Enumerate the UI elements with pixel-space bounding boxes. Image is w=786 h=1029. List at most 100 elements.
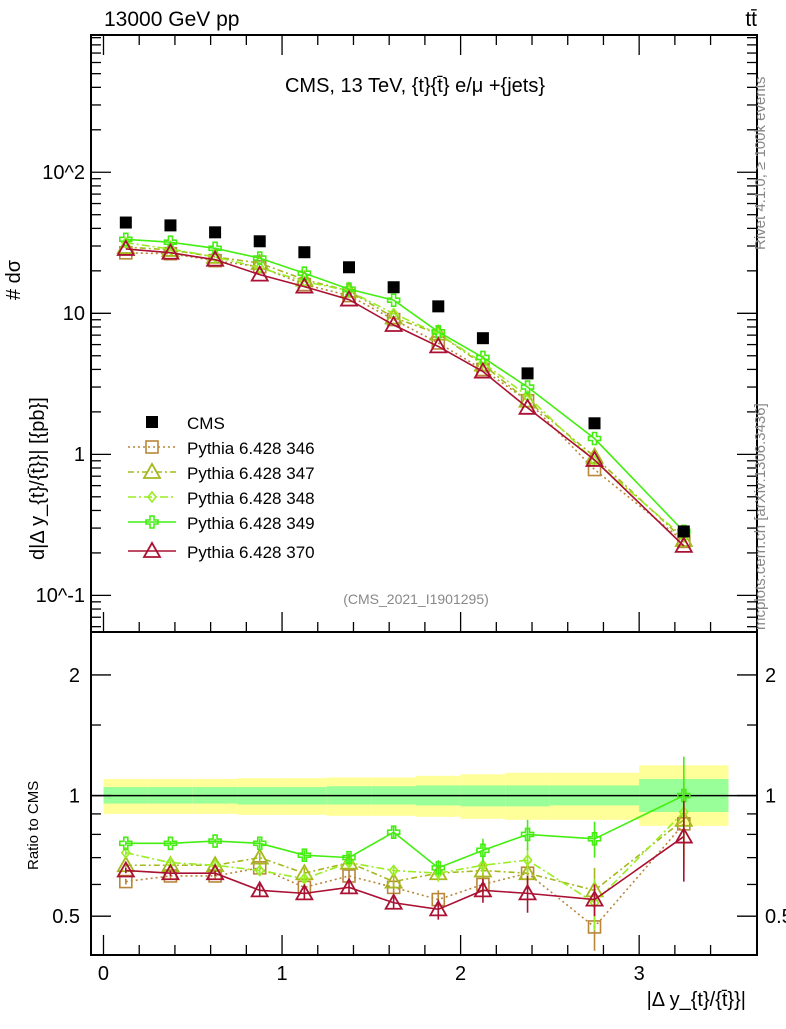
y-axis-label-top: # dσ: [3, 259, 25, 300]
data-point: [250, 253, 270, 271]
ratio-point: [522, 853, 533, 867]
ratio-point: [160, 863, 181, 881]
series-line-main: [125, 241, 685, 538]
series-cms: [119, 216, 690, 538]
cms-data-point: [164, 219, 177, 232]
data-point: [584, 450, 605, 467]
ratio-y-axis-label: Ratio to CMS: [25, 781, 42, 870]
data-point: [116, 237, 136, 254]
ratio-point: [210, 858, 221, 872]
data-point: [520, 380, 535, 394]
ratio-point: [674, 826, 694, 844]
series-370: [116, 239, 694, 920]
data-point: [384, 307, 404, 325]
data-point: [587, 431, 602, 446]
x-tick-label: 0: [98, 963, 109, 985]
series-line-ratio: [125, 794, 685, 869]
axis-ticks: 0 1 2 3 0.5 0.5 1 1 2 2: [52, 35, 786, 985]
cms-data-point: [119, 216, 132, 229]
data-point: [518, 390, 538, 408]
data-point: [116, 239, 136, 256]
ratio-point: [388, 864, 399, 877]
data-point: [254, 261, 265, 274]
ratio-point: [386, 825, 401, 840]
ratio-point: [587, 831, 602, 846]
data-point: [674, 530, 694, 547]
final-state-label: tt̄: [745, 8, 757, 31]
ratio-point: [428, 899, 448, 917]
ratio-point: [473, 860, 493, 878]
y-tick-label: 10^-1: [36, 585, 85, 607]
ratio-point: [584, 889, 605, 907]
series-layer: [116, 216, 694, 951]
ratio-point: [119, 836, 133, 851]
data-point: [384, 315, 404, 332]
ratio-point: [676, 788, 691, 803]
legend-marker: [142, 462, 162, 479]
x-axis-label: |Δ y_{t}/{t̄}}|: [647, 989, 746, 1011]
series-349: [119, 232, 691, 876]
series-line-ratio: [125, 811, 685, 904]
cms-data-point: [521, 367, 534, 380]
data-point: [518, 397, 538, 415]
ratio-point: [431, 861, 446, 875]
cms-data-point: [476, 332, 489, 345]
ratio-point: [476, 843, 490, 858]
cms-data-point: [387, 281, 400, 294]
ratio-point: [254, 864, 265, 877]
legend-marker: [145, 440, 159, 454]
y-tick-label: 10: [63, 303, 85, 325]
ratio-point: [250, 880, 270, 898]
ratio-point: [119, 874, 133, 889]
legend-label: CMS: [187, 414, 225, 433]
data-point: [428, 336, 448, 354]
ratio-point: [120, 846, 131, 860]
data-point: [476, 350, 490, 365]
analysis-watermark: (CMS_2021_I1901295): [343, 591, 489, 607]
legend-marker: [146, 416, 158, 428]
cms-data-point: [677, 525, 690, 538]
y-tick-label: 1: [74, 444, 85, 466]
ratio-point: [518, 883, 538, 901]
series-348: [120, 236, 689, 931]
data-point: [252, 251, 267, 265]
x-tick-label: 1: [276, 963, 287, 985]
series-line-ratio: [125, 835, 685, 911]
ratio-point: [163, 836, 178, 851]
process-label: 13000 GeV pp: [104, 8, 239, 31]
ratio-point: [384, 892, 404, 910]
ratio-point: [384, 871, 404, 889]
ratio-point: [252, 836, 267, 851]
ratio-point: [297, 848, 312, 862]
legend-item: Pythia 6.428 349: [128, 514, 315, 533]
legend-item: Pythia 6.428 348: [128, 489, 315, 508]
legend-item: Pythia 6.428 346: [128, 439, 315, 458]
ratio-point: [477, 858, 488, 872]
cms-data-point: [432, 300, 445, 313]
ratio-point: [520, 827, 535, 842]
ratio-point: [205, 863, 225, 881]
ratio-tick-label: 1: [765, 786, 776, 808]
data-point: [160, 242, 181, 260]
ratio-tick-label: 2: [69, 665, 80, 687]
ratio-point: [294, 883, 314, 901]
x-tick-label: 3: [634, 963, 645, 985]
cms-uncertainty-bands: [91, 765, 757, 826]
legend-label: Pythia 6.428 349: [187, 514, 315, 533]
ratio-tick-label: 2: [765, 665, 776, 687]
legend-marker: [142, 541, 162, 558]
series-line-main: [125, 238, 685, 532]
ratio-tick-label: 0.5: [52, 906, 80, 928]
data-point: [205, 249, 225, 267]
legend-marker: [146, 490, 158, 504]
data-point: [584, 446, 605, 464]
ratio-point: [342, 850, 356, 865]
ratio-point: [339, 877, 359, 895]
data-point: [386, 293, 401, 307]
x-tick-label: 2: [455, 963, 466, 985]
rivet-version-label: Rivet 4.1.0, ≥ 100k events: [752, 77, 769, 250]
data-point: [431, 325, 446, 339]
legend-label: Pythia 6.428 348: [187, 489, 315, 508]
legend-label: Pythia 6.428 370: [187, 543, 315, 562]
